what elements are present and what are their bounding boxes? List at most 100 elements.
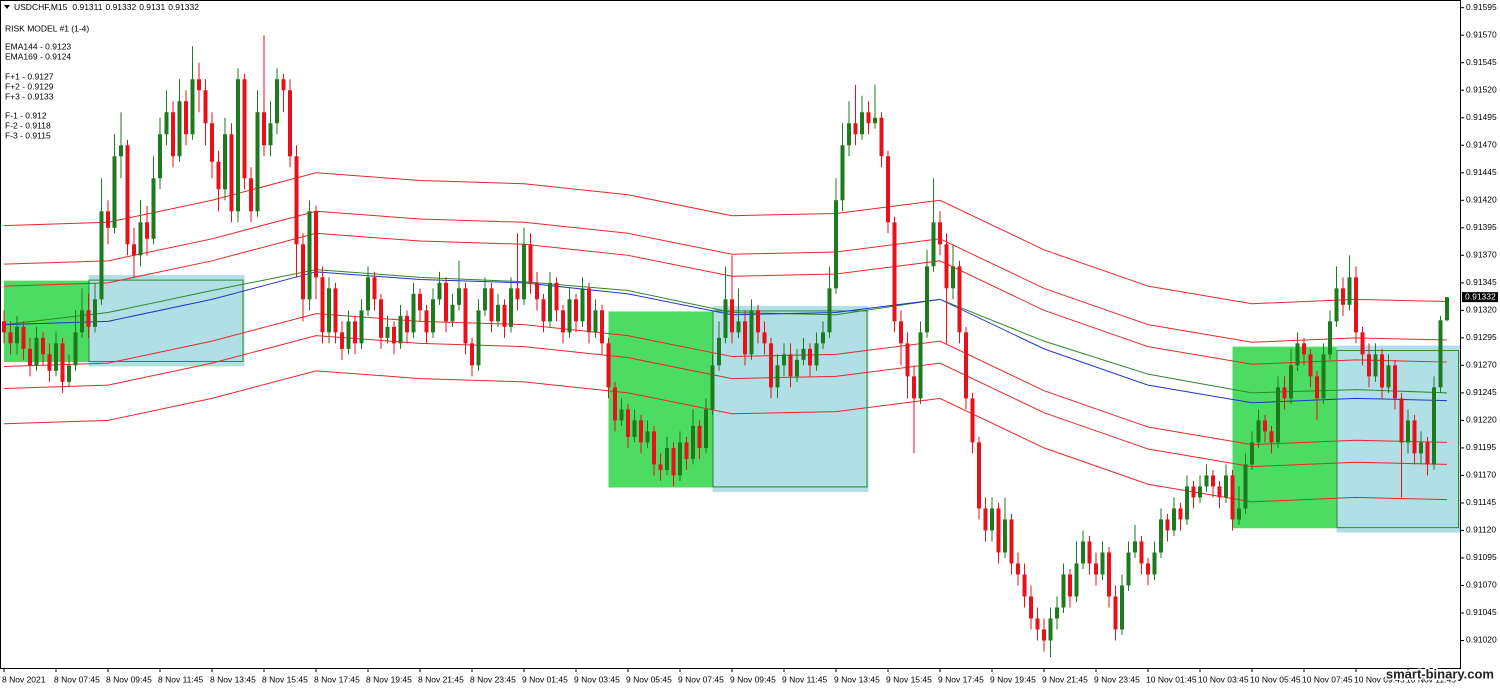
y-tick-label: 0.91570: [1466, 29, 1497, 39]
candle-body: [418, 293, 422, 311]
candle-body: [327, 288, 331, 333]
candle-body: [333, 288, 338, 333]
candle-body: [132, 244, 136, 256]
candle-body: [437, 282, 442, 300]
candle-body: [60, 343, 65, 382]
candle-body: [99, 211, 104, 300]
candle-body: [853, 123, 858, 135]
x-tick-label: 8 Nov 2021: [2, 674, 46, 684]
candle-body: [1432, 387, 1436, 465]
candle-body: [866, 112, 871, 124]
candle-body: [1237, 508, 1241, 520]
zone-border: [1336, 350, 1459, 529]
header-close: 0.91332: [168, 2, 199, 12]
candle-body: [379, 299, 383, 338]
candle-body: [268, 123, 273, 146]
candle-body: [223, 134, 227, 190]
candle-body: [1217, 486, 1222, 498]
candle-body: [385, 326, 390, 338]
x-tick-label: 8 Nov 15:45: [262, 674, 308, 684]
candle-body: [957, 266, 962, 333]
candle-body: [944, 244, 949, 289]
candle-body: [1321, 354, 1326, 399]
candle-body: [1185, 486, 1189, 520]
info-line: EMA144 - 0.9123: [5, 41, 71, 51]
candle-body: [1133, 541, 1137, 553]
candle-body: [171, 112, 175, 157]
candle-body: [775, 365, 780, 388]
candle-body: [112, 156, 117, 228]
candle-body: [1295, 343, 1300, 366]
candle-body: [119, 145, 123, 157]
candle-body: [697, 425, 702, 448]
indicator-line: [3, 335, 1448, 468]
y-tick-label: 0.91520: [1466, 84, 1497, 94]
candle-body: [1445, 297, 1449, 321]
indicator-line: [3, 172, 1448, 305]
x-tick-label: 9 Nov 21:45: [1042, 674, 1088, 684]
candle-body: [1165, 519, 1170, 531]
candle-body: [645, 431, 650, 443]
candle-body: [236, 79, 240, 212]
candle-body: [762, 332, 767, 344]
candle-body: [450, 304, 455, 322]
candle-body: [1328, 321, 1332, 355]
candle-body: [424, 310, 429, 333]
y-tick-label: 0.91495: [1466, 112, 1497, 122]
candle-body: [632, 420, 637, 437]
candle-body: [873, 117, 877, 124]
watermark: smart-binary.com: [1386, 666, 1494, 681]
y-tick-label: 0.91270: [1466, 360, 1497, 370]
x-tick-label: 10 Nov 09:45: [1354, 674, 1405, 684]
candle-body: [671, 447, 676, 476]
candle-body: [639, 420, 643, 443]
candle-body: [892, 222, 897, 322]
candle-body: [1113, 596, 1118, 630]
x-tick-label: 9 Nov 13:45: [834, 674, 880, 684]
candle-body: [1269, 431, 1274, 443]
y-tick-label: 0.91370: [1466, 250, 1497, 260]
candle-body: [483, 288, 487, 311]
y-tick-label: 0.91170: [1466, 470, 1496, 480]
candle-body: [1211, 475, 1215, 487]
candle-body: [658, 464, 663, 470]
candle-body: [1360, 332, 1365, 355]
indicator-line: [3, 370, 1448, 503]
candle-body: [372, 277, 377, 300]
candle-body: [710, 365, 715, 410]
candle-body: [138, 222, 143, 256]
candle-body: [970, 398, 975, 443]
candle-body: [587, 288, 591, 333]
info-line: RISK MODEL #1 (1-4): [5, 23, 89, 33]
candle-body: [1393, 365, 1397, 399]
candle-body: [730, 299, 734, 333]
candle-body: [1068, 574, 1072, 597]
candle-body: [184, 101, 188, 135]
candle-body: [1081, 541, 1085, 564]
chart-header: USDCHF,M15 0.91311 0.91332 0.9131 0.91332: [14, 2, 199, 12]
candle-body: [125, 145, 130, 245]
candle-body: [619, 409, 624, 421]
candle-body: [515, 288, 520, 300]
candle-body: [151, 178, 156, 239]
y-tick-label: 0.91220: [1466, 415, 1497, 425]
candle-body: [925, 266, 929, 333]
candle-body: [164, 112, 169, 135]
x-tick-label: 10 Nov 01:45: [1146, 674, 1197, 684]
candle-body: [1438, 320, 1443, 388]
candle-body: [743, 321, 747, 355]
candle-body: [801, 348, 806, 360]
candle-body: [301, 244, 305, 300]
y-tick-label: 0.91095: [1466, 552, 1497, 562]
candle-body: [80, 310, 84, 333]
candle-body: [905, 343, 910, 377]
x-tick-label: 9 Nov 15:45: [886, 674, 932, 684]
candle-body: [288, 90, 292, 157]
candle-body: [470, 343, 474, 366]
y-tick-label: 0.91120: [1466, 525, 1496, 535]
candle-body: [210, 123, 214, 162]
candle-body: [457, 288, 461, 305]
info-line: F-1 - 0.912: [5, 110, 47, 120]
candle-body: [1250, 442, 1254, 465]
